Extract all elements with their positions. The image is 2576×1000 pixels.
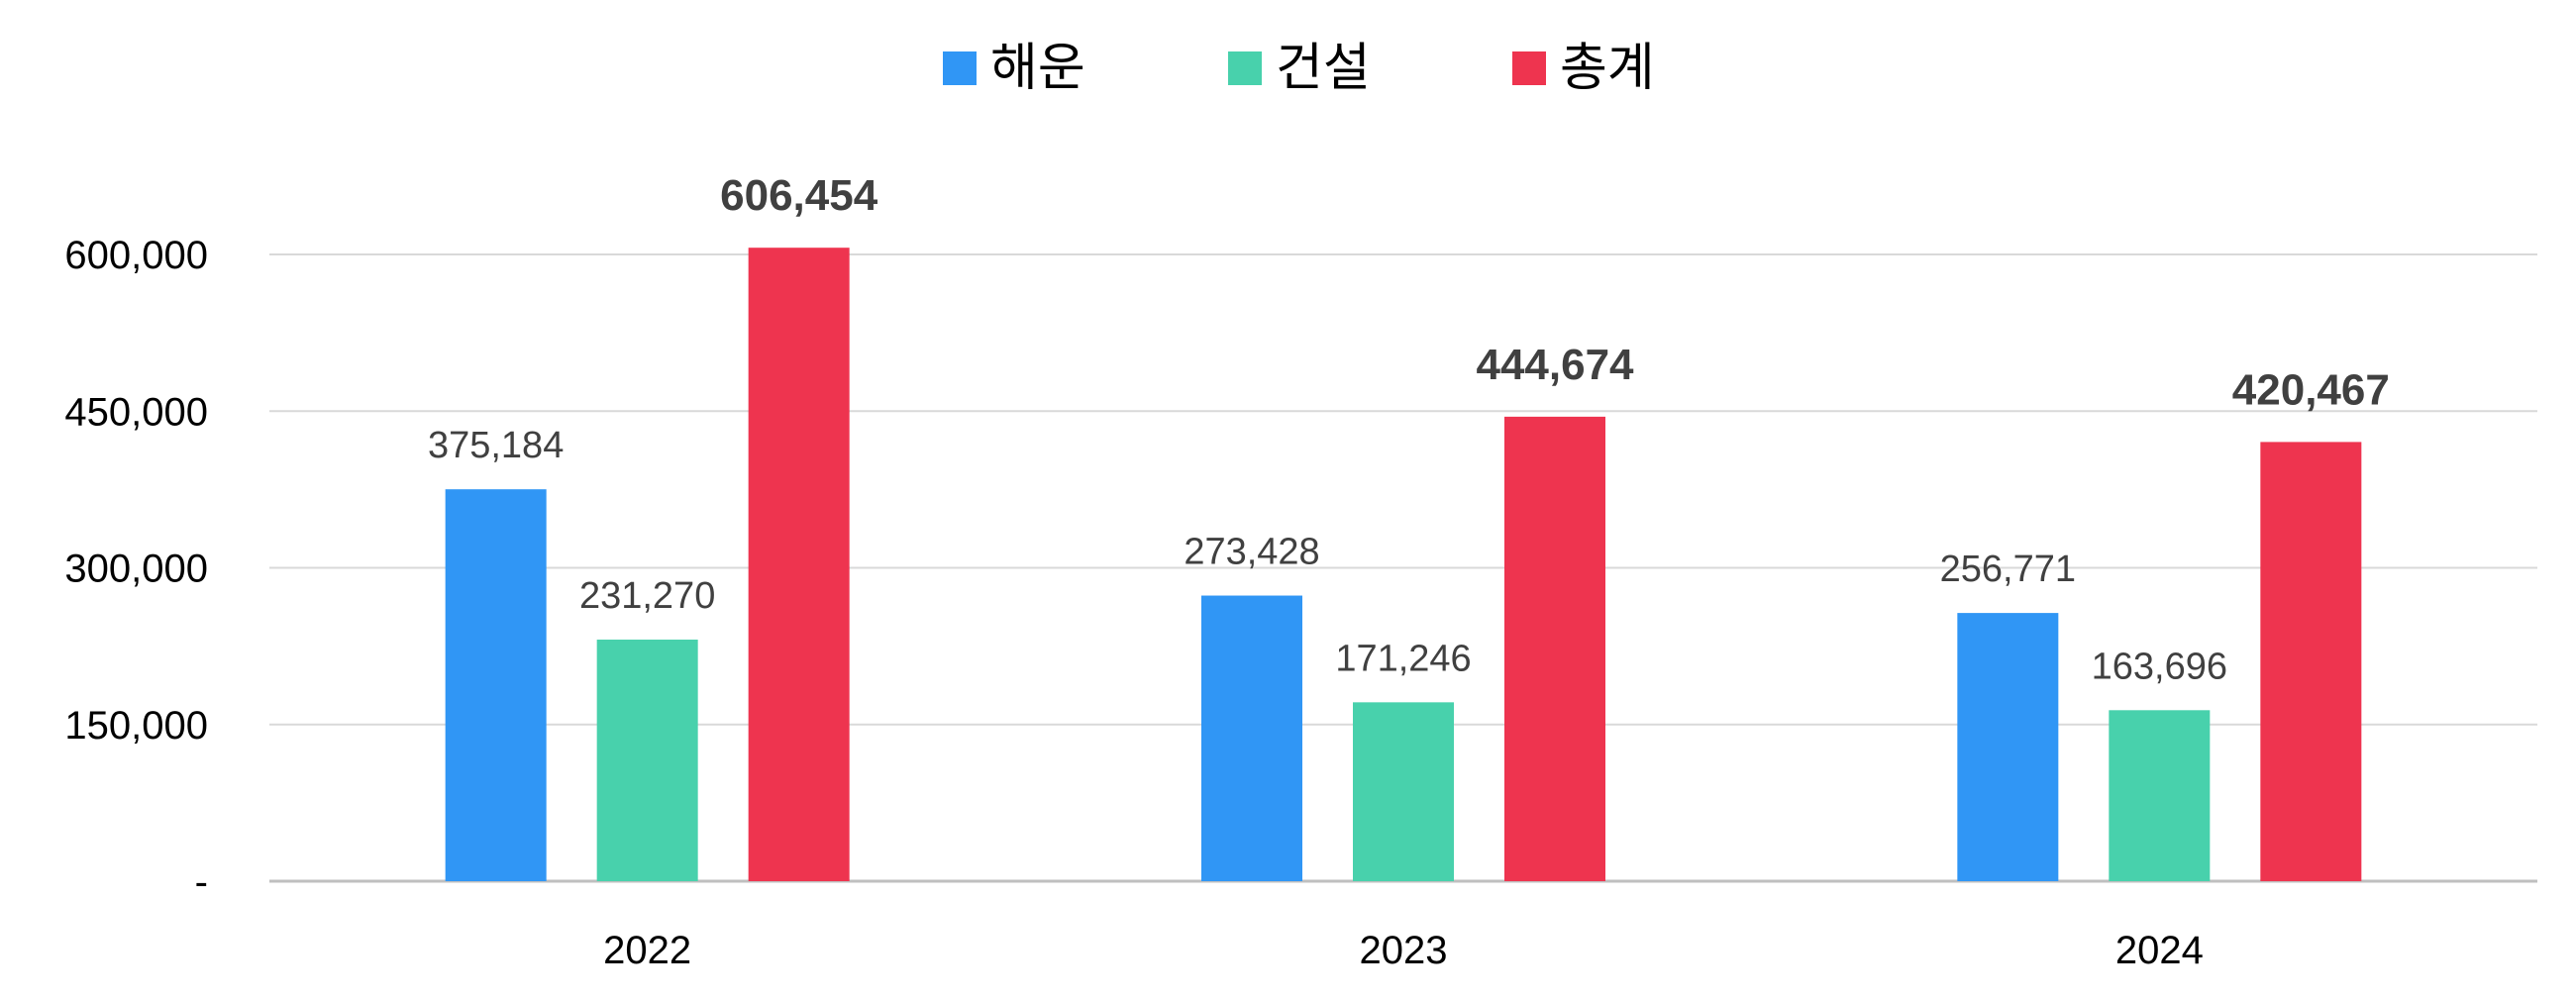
x-tick-label: 2022 xyxy=(603,929,691,972)
x-tick-label: 2024 xyxy=(2115,929,2204,972)
legend-swatch xyxy=(1228,51,1262,85)
bar xyxy=(748,248,850,881)
bar xyxy=(1201,595,1302,881)
bar xyxy=(1504,416,1605,881)
legend-swatch xyxy=(943,51,977,85)
y-tick-label: 600,000 xyxy=(64,234,208,277)
data-label: 606,454 xyxy=(720,171,878,220)
data-label: 163,696 xyxy=(2092,646,2227,687)
bar xyxy=(2260,442,2362,881)
data-label: 444,674 xyxy=(1476,341,1634,389)
y-tick-label: 450,000 xyxy=(64,390,208,434)
bar xyxy=(1353,702,1454,881)
y-tick-label: 300,000 xyxy=(64,548,208,591)
data-label: 171,246 xyxy=(1335,638,1471,679)
y-tick-label: 150,000 xyxy=(64,704,208,748)
data-label: 231,270 xyxy=(579,575,715,617)
x-tick-label: 2023 xyxy=(1360,929,1448,972)
data-label: 375,184 xyxy=(428,425,564,466)
legend-swatch xyxy=(1512,51,1546,85)
bar xyxy=(2109,710,2211,881)
legend-label: 총계 xyxy=(1560,39,1655,98)
bar xyxy=(1957,613,2059,881)
data-label: 256,771 xyxy=(1940,549,2076,590)
legend-label: 해운 xyxy=(990,39,1085,98)
data-label: 420,467 xyxy=(2232,365,2390,414)
bar xyxy=(596,640,698,881)
bar xyxy=(445,489,547,881)
data-label: 273,428 xyxy=(1184,532,1319,573)
y-tick-label: - xyxy=(195,860,208,904)
legend-label: 건설 xyxy=(1276,39,1371,98)
